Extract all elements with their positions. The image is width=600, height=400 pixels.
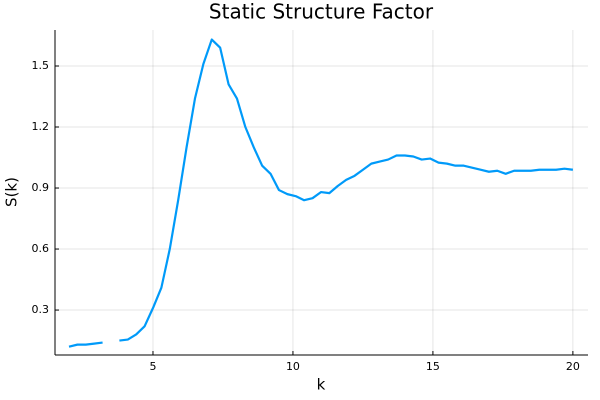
y-tick-label: 0.9 xyxy=(32,181,50,194)
y-tick-label: 1.5 xyxy=(32,59,50,72)
x-tick-label: 15 xyxy=(426,360,440,373)
x-tick-label: 5 xyxy=(149,360,156,373)
y-tick-label: 0.3 xyxy=(32,303,50,316)
data-line xyxy=(68,38,574,348)
y-tick-label: 1.2 xyxy=(32,120,50,133)
y-axis-label: S(k) xyxy=(3,177,21,207)
x-tick-label: 20 xyxy=(566,360,580,373)
x-axis-label: k xyxy=(317,376,326,394)
x-tick-label: 10 xyxy=(286,360,300,373)
y-tick-label: 0.6 xyxy=(32,242,50,255)
chart-title: Static Structure Factor xyxy=(209,0,434,24)
